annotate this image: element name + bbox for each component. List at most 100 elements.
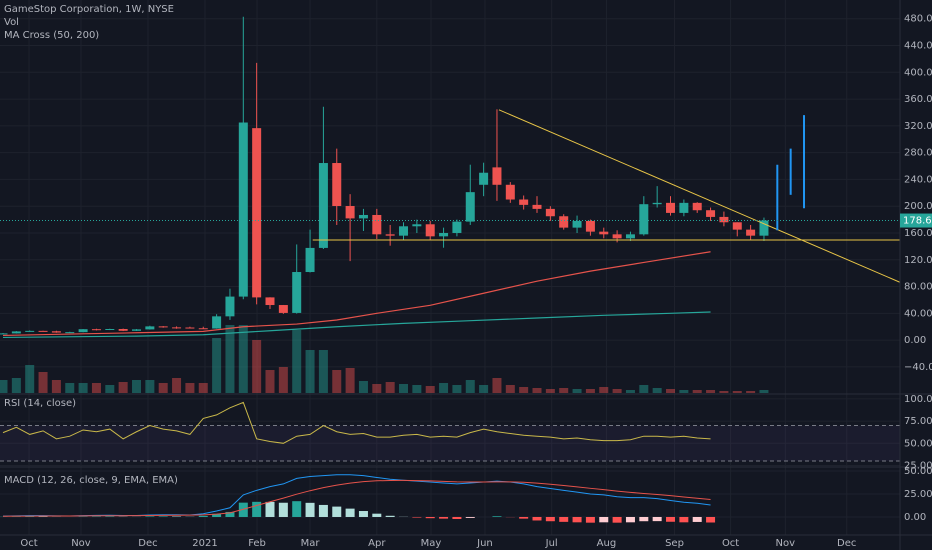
price-tick-label: 120.00 [904,255,932,266]
time-tick-label: Nov [71,538,91,549]
macd-histogram-bar [412,516,422,518]
candle-body [465,192,475,222]
volume-bar [759,390,769,393]
candle-body [759,220,769,236]
macd-histogram-bar [585,516,595,523]
volume-bar [305,350,315,393]
volume-bar [732,391,742,393]
volume-bar [212,338,222,393]
price-tick-label: 200.00 [904,201,932,212]
macd-histogram-bar [332,506,342,517]
candle-body [292,272,302,313]
candle-body [572,220,582,228]
macd-histogram-bar [545,516,555,522]
candle-body [385,234,395,236]
macd-histogram-bar [599,516,609,523]
volume-bar [105,385,115,393]
labels: GameStop Corporation, 1W, NYSE Vol MA Cr… [4,4,932,549]
macd-histogram-bar [572,516,582,523]
candle-body [639,204,649,235]
candle-body [625,234,635,239]
macd-histogram-bar [238,502,248,517]
time-tick-label: Feb [248,538,266,549]
volume-bar [252,340,262,393]
candle-body [91,329,101,331]
price-pane [0,16,900,393]
candle-body [479,172,489,185]
volume-bar [545,389,555,393]
macd-histogram-bar [225,511,235,517]
candle-body [51,331,61,333]
moving-average [2,311,711,339]
volume-bar [505,385,515,393]
volume-bar [479,385,489,393]
price-tick-label: 25.00 [904,460,932,471]
volume-bar [452,385,462,393]
candle-body [105,328,115,330]
volume-legend[interactable]: Vol [4,17,19,28]
macd-histogram-bar [158,516,168,517]
macd-histogram-bar [145,516,155,517]
volume-bar [118,382,128,393]
candle-body [532,204,542,209]
candle-body [585,220,595,232]
rsi-legend[interactable]: RSI (14, close) [4,398,76,409]
candle-body [719,216,729,223]
candle-body [212,316,222,329]
ma-legend[interactable]: MA Cross (50, 200) [4,30,99,41]
volume-bar [532,388,542,393]
price-tick-label: 280.00 [904,148,932,159]
macd-histogram-bar [452,516,462,520]
price-tick-label: 50.00 [904,466,932,477]
symbol-title[interactable]: GameStop Corporation, 1W, NYSE [4,4,174,15]
time-tick-label: May [421,538,442,549]
volume-bar [385,382,395,393]
candle-body [225,296,235,317]
volume-bar [51,380,61,393]
macd-pane [0,474,716,523]
candle-body [238,122,248,297]
volume-bar [185,383,195,393]
volume-bar [172,378,182,393]
volume-bar [652,388,662,393]
candle-body [118,328,128,331]
macd-histogram-bar [265,501,275,517]
candle-body [252,128,262,298]
price-tick-label: 360.00 [904,94,932,105]
volume-bar [625,390,635,393]
time-tick-label: Jul [545,538,558,549]
macd-histogram-bar [425,516,435,519]
candle-body [439,232,449,237]
price-tick-label: 480.00 [904,14,932,25]
price-tick-label: 100.00 [904,394,932,405]
volume-bar [519,387,529,393]
candle-body [358,214,368,219]
volume-bar [358,381,368,393]
candle-body [452,221,462,233]
rsi-band [0,425,900,462]
rsi-pane [0,401,900,462]
price-tick-label: −40.00 [904,362,932,373]
price-tick-label: 400.00 [904,67,932,78]
candle-body [0,333,8,335]
macd-histogram-bar [559,516,569,522]
candle-body [172,327,182,329]
volume-bar [719,391,729,393]
volume-bar [145,380,155,393]
macd-legend[interactable]: MACD (12, 26, close, 9, EMA, EMA) [4,475,178,486]
candle-body [318,163,328,248]
macd-histogram-bar [318,504,328,517]
time-tick-label: Sep [665,538,684,549]
time-tick-label: Aug [597,538,617,549]
volume-bar [292,330,302,393]
volume-bar [666,389,676,393]
volume-bar [706,390,716,393]
trendline [498,109,900,283]
volume-bar [492,378,502,393]
volume-bar [225,325,235,393]
candle-body [38,330,48,332]
macd-histogram-bar [519,516,529,519]
price-tick-label: 160.00 [904,228,932,239]
volume-bar [372,384,382,393]
